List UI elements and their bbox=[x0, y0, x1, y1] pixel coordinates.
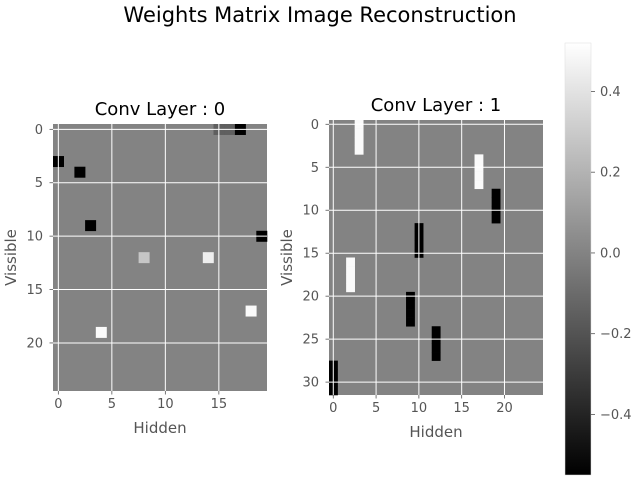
heatmap-cell bbox=[346, 274, 355, 284]
x-tick-label: 15 bbox=[211, 397, 228, 412]
heatmap-cell bbox=[431, 326, 441, 336]
heatmap-panel-0 bbox=[53, 124, 268, 391]
colorbar-tick-label: 0.0 bbox=[600, 246, 621, 261]
subplot-title: Conv Layer : 0 bbox=[95, 99, 226, 120]
heatmap-cell bbox=[406, 300, 415, 310]
y-tick-label: 0 bbox=[35, 123, 43, 138]
x-tick-label: 0 bbox=[54, 397, 62, 412]
colorbar-tick-label: 0.2 bbox=[600, 166, 621, 181]
heatmap-cell bbox=[354, 145, 364, 155]
heatmap-cell bbox=[491, 214, 501, 224]
colorbar bbox=[564, 42, 592, 476]
heatmap-cell bbox=[74, 166, 86, 178]
heatmap-cell bbox=[491, 188, 501, 198]
y-tick-label: 15 bbox=[302, 247, 319, 262]
y-tick-label: 5 bbox=[35, 176, 43, 191]
grid-lines bbox=[329, 120, 543, 395]
y-tick-label: 30 bbox=[302, 376, 319, 391]
x-tick-label: 20 bbox=[496, 401, 513, 416]
figure-title: Weights Matrix Image Reconstruction bbox=[123, 3, 517, 27]
y-tick-label: 20 bbox=[26, 336, 43, 351]
x-tick-label: 5 bbox=[108, 397, 116, 412]
heatmap-cell bbox=[431, 343, 441, 353]
y-tick-label: 25 bbox=[302, 333, 319, 348]
y-tick-label: 15 bbox=[26, 283, 43, 298]
heatmap-cell bbox=[474, 171, 484, 181]
heatmap-cell bbox=[346, 266, 355, 275]
x-tick-label: 0 bbox=[329, 401, 337, 416]
heatmap-cell bbox=[85, 220, 97, 232]
grid-lines bbox=[53, 124, 267, 391]
heatmap-cell bbox=[354, 128, 364, 138]
y-tick-label: 10 bbox=[302, 204, 319, 219]
y-tick-label: 20 bbox=[302, 290, 319, 305]
y-axis-label: Vissible bbox=[278, 229, 296, 286]
heatmap-cell bbox=[202, 252, 214, 264]
colorbar-tick-label: −0.4 bbox=[600, 408, 632, 423]
heatmap-cell bbox=[474, 154, 484, 164]
y-tick-label: 0 bbox=[311, 118, 319, 133]
heatmap-cell bbox=[354, 137, 364, 147]
heatmap-cell bbox=[491, 197, 501, 207]
colorbar-tick-label: −0.2 bbox=[600, 327, 632, 342]
heatmap-cell bbox=[406, 309, 415, 318]
colorbar-tick-label: 0.4 bbox=[600, 85, 621, 100]
x-axis-label: Hidden bbox=[133, 419, 186, 437]
subplot-title: Conv Layer : 1 bbox=[371, 95, 502, 116]
heatmap-cell bbox=[474, 180, 484, 190]
heatmap-cell bbox=[138, 252, 150, 264]
x-tick-label: 15 bbox=[453, 401, 470, 416]
heatmap-background bbox=[53, 124, 267, 391]
heatmap-cell bbox=[346, 257, 355, 267]
y-axis-label: Vissible bbox=[2, 229, 20, 286]
heatmap-cell bbox=[346, 283, 355, 293]
heatmap-cell bbox=[431, 352, 441, 361]
x-tick-label: 5 bbox=[372, 401, 380, 416]
x-axis-label: Hidden bbox=[409, 423, 462, 441]
heatmap-cell bbox=[95, 326, 107, 338]
heatmap-cell bbox=[245, 305, 257, 317]
x-tick-label: 10 bbox=[411, 401, 428, 416]
y-tick-label: 10 bbox=[26, 230, 43, 245]
x-tick-label: 10 bbox=[157, 397, 174, 412]
y-tick-label: 5 bbox=[311, 161, 319, 176]
heatmap-cell bbox=[406, 317, 415, 327]
heatmap-panel-1 bbox=[329, 120, 543, 396]
